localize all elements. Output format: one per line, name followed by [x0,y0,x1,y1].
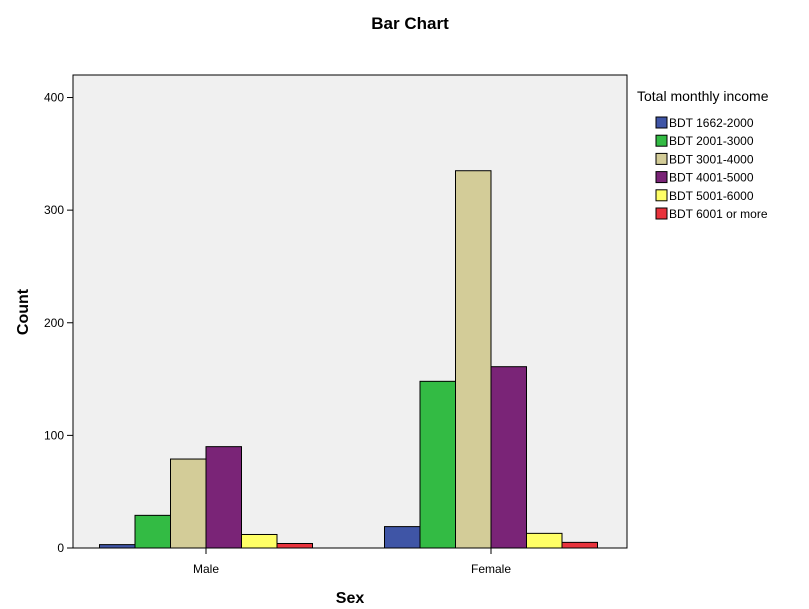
plot-frame [72,74,628,549]
bar-bdt-4001-5000-male [205,446,242,549]
legend-swatch [655,116,668,129]
bar-bdt-2001-3000-male [134,514,171,549]
y-tick-label: 100 [44,428,64,442]
bar-bdt-5001-6000-female [526,532,563,549]
legend-label: BDT 4001-5000 [669,171,754,185]
legend: BDT 1662-2000 BDT 2001-3000 BDT 3001-4000 B… [655,116,768,221]
legend-swatch [655,171,668,184]
legend-label: BDT 2001-3000 [669,134,754,148]
bar-bdt-6001-or-more-female [561,541,598,549]
plot-area [72,74,628,549]
legend-title: Total monthly income [637,88,769,104]
y-tick-label: 0 [57,541,64,555]
bar-bdt-2001-3000-female [419,380,456,549]
y-tick-label: 200 [44,316,64,330]
y-tick-label: 300 [44,203,64,217]
y-axis: 0 100 200 300 400 [44,91,73,555]
x-axis: Male Female [193,548,511,576]
chart-title: Bar Chart [371,14,449,33]
legend-label: BDT 5001-6000 [669,189,754,203]
y-axis-title: Count [15,288,32,335]
bar-bdt-3001-4000-male [170,458,207,549]
legend-swatch [655,189,668,202]
bar-bdt-1662-2000-female [384,526,421,549]
bar-bdt-4001-5000-female [490,366,527,549]
legend-swatch [655,152,668,165]
legend-swatch [655,207,668,220]
bar-bdt-6001-or-more-male [276,542,313,549]
legend-label: BDT 1662-2000 [669,116,754,130]
x-axis-title: Sex [336,590,365,607]
legend-label: BDT 6001 or more [669,207,768,221]
bar-bdt-1662-2000-male [99,544,136,549]
bar-bdt-5001-6000-male [241,533,278,549]
x-tick-label: Female [471,562,511,576]
legend-label: BDT 3001-4000 [669,152,754,166]
bars-group [99,170,598,549]
bar-bdt-3001-4000-female [455,170,492,549]
legend-swatch [655,134,668,147]
x-tick-label: Male [193,562,219,576]
y-tick-label: 400 [44,91,64,105]
